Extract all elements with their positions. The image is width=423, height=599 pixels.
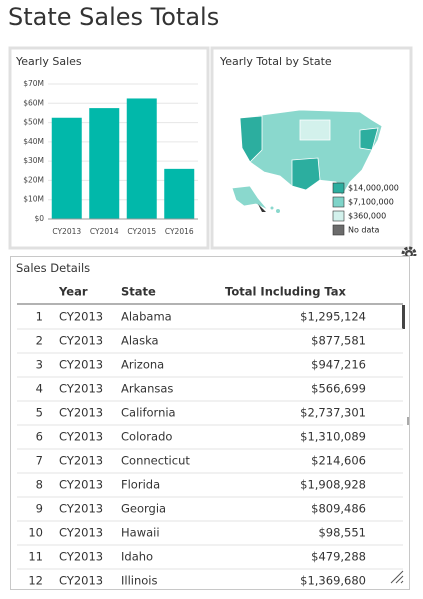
cell: $809,486 [311, 502, 366, 516]
x-tick-label: CY2013 [52, 227, 81, 236]
cell: $566,699 [311, 382, 366, 396]
resize-grip[interactable] [390, 570, 404, 584]
bar [89, 108, 120, 219]
cell: $2,737,301 [300, 406, 366, 420]
cell: CY2013 [59, 550, 103, 564]
cell: $877,581 [311, 334, 366, 348]
y-tick-label: $10M [23, 195, 44, 204]
cell: CY2013 [59, 310, 103, 324]
cell: CY2013 [59, 334, 103, 348]
cell: $98,551 [318, 526, 366, 540]
bar [126, 98, 157, 219]
bar [164, 168, 195, 219]
plains [299, 119, 331, 141]
y-tick-label: $40M [23, 137, 44, 146]
cell: Alaska [121, 334, 159, 348]
table: Year State Total Including Tax 1 CY2013 Alaba… [17, 285, 409, 588]
h-scroll[interactable] [407, 417, 409, 425]
x-tick-label: CY2014 [90, 227, 119, 236]
gear-hole[interactable] [407, 252, 411, 256]
texas [291, 157, 321, 191]
west-states [239, 115, 263, 163]
cell: Connecticut [121, 454, 190, 468]
y-tick-label: $20M [23, 175, 44, 184]
legend-swatch [332, 210, 345, 222]
y-tick-label: $60M [23, 98, 44, 107]
us-map [231, 109, 383, 213]
y-tick-label: $70M [23, 79, 44, 88]
bar [51, 117, 82, 219]
cell: $479,288 [311, 550, 366, 564]
cell: Hawaii [121, 526, 160, 540]
legend-label: $7,100,000 [348, 198, 394, 207]
legend-label: $360,000 [348, 212, 386, 221]
y-tick-label: $50M [23, 118, 44, 127]
cell: 9 [36, 502, 43, 516]
x-tick-label: CY2015 [127, 227, 156, 236]
cell: 5 [36, 406, 43, 420]
table-panel: Sales Details Year State Total Including T… [10, 256, 410, 590]
legend-label: $14,000,000 [348, 184, 399, 193]
cell: 7 [36, 454, 43, 468]
y-tick-label: $0 [34, 214, 44, 223]
map-title: Yearly Total by State [219, 55, 332, 68]
bar-title: Yearly Sales [15, 55, 82, 68]
cell: CY2013 [59, 526, 103, 540]
legend-swatch [332, 224, 345, 236]
cell: Idaho [121, 550, 153, 564]
cell: $214,606 [311, 454, 366, 468]
legend-swatch [332, 196, 345, 208]
alaska [231, 185, 269, 211]
hawaii [276, 209, 280, 213]
states [239, 109, 383, 197]
hawaii [270, 206, 274, 210]
legend-swatch [332, 182, 345, 194]
cell: Alabama [121, 310, 172, 324]
east-states [359, 127, 379, 151]
cell: CY2013 [59, 502, 103, 516]
scrollbar-thumb[interactable] [402, 305, 405, 329]
dashboard-top: State Sales Totals Yearly Sales Yearly T… [8, 3, 417, 256]
cell: 10 [28, 526, 43, 540]
cell: CY2013 [59, 454, 103, 468]
cell: Arizona [121, 358, 164, 372]
cell: $1,369,680 [300, 574, 366, 588]
settings-icon[interactable] [401, 246, 417, 256]
cell: CY2013 [59, 574, 103, 588]
cell: $1,908,928 [300, 478, 366, 492]
column-header: Total Including Tax [225, 285, 347, 299]
cell: 1 [36, 310, 43, 324]
gear[interactable] [401, 246, 417, 256]
alaska-tip [258, 204, 266, 212]
x-tick-label: CY2016 [165, 227, 194, 236]
column-header: State [121, 285, 156, 299]
cell: 6 [36, 430, 43, 444]
cell: CY2013 [59, 478, 103, 492]
cell: Georgia [121, 502, 166, 516]
cell: Illinois [121, 574, 158, 588]
cell: $947,216 [311, 358, 366, 372]
page-title: State Sales Totals [8, 3, 219, 31]
cell: CY2013 [59, 430, 103, 444]
cell: CY2013 [59, 382, 103, 396]
cell: 2 [36, 334, 43, 348]
cell: Arkansas [121, 382, 173, 396]
legend-label: No data [348, 226, 380, 235]
table-title: Sales Details [16, 261, 91, 275]
cell: California [121, 406, 176, 420]
cell: 4 [36, 382, 43, 396]
cell: $1,310,089 [300, 430, 366, 444]
cell: Colorado [121, 430, 172, 444]
column-header: Year [58, 285, 88, 299]
cell: 12 [28, 574, 43, 588]
cell: $1,295,124 [300, 310, 366, 324]
cell: CY2013 [59, 358, 103, 372]
y-tick-label: $30M [23, 156, 44, 165]
cell: CY2013 [59, 406, 103, 420]
cell: 11 [28, 550, 43, 564]
cell: 8 [36, 478, 43, 492]
cell: Florida [121, 478, 160, 492]
cell: 3 [36, 358, 43, 372]
